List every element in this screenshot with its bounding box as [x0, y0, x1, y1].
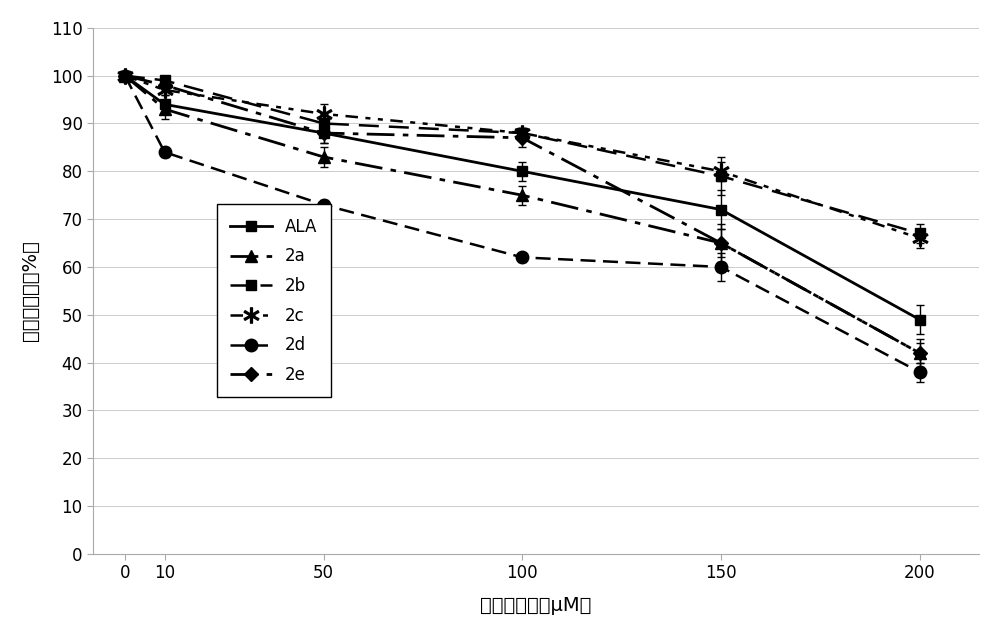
2a [715, 239, 727, 247]
2e [914, 349, 926, 357]
2c [159, 86, 171, 94]
2a [914, 349, 926, 357]
2b [516, 129, 528, 137]
2d [159, 148, 171, 156]
X-axis label: 化合物浓度（μM）: 化合物浓度（μM） [480, 596, 592, 615]
2d [516, 254, 528, 261]
2d [318, 201, 330, 209]
Line: 2d: 2d [119, 69, 926, 378]
2e [715, 239, 727, 247]
2c [914, 235, 926, 242]
2d [914, 368, 926, 376]
Legend: ALA, 2a, 2b, 2c, 2d, 2e: ALA, 2a, 2b, 2c, 2d, 2e [217, 205, 331, 398]
2b [715, 172, 727, 180]
ALA [119, 72, 131, 80]
ALA [914, 315, 926, 323]
Y-axis label: 细胞存活率（%）: 细胞存活率（%） [21, 240, 40, 342]
2c [318, 110, 330, 118]
ALA [159, 100, 171, 108]
2e [119, 72, 131, 80]
2a [159, 106, 171, 113]
2e [318, 129, 330, 137]
2d [715, 263, 727, 271]
Line: 2c: 2c [117, 68, 927, 246]
2b [914, 230, 926, 237]
2e [516, 134, 528, 142]
ALA [715, 205, 727, 213]
2c [119, 72, 131, 80]
ALA [516, 167, 528, 175]
Line: 2b: 2b [120, 71, 924, 238]
2c [715, 167, 727, 175]
Line: 2e: 2e [120, 71, 924, 358]
2a [119, 72, 131, 80]
2a [516, 191, 528, 199]
2e [159, 81, 171, 89]
2d [119, 72, 131, 80]
Line: ALA: ALA [120, 71, 924, 324]
ALA [318, 129, 330, 137]
2a [318, 153, 330, 161]
2b [159, 76, 171, 84]
2b [318, 120, 330, 127]
2b [119, 72, 131, 80]
2c [516, 129, 528, 137]
Line: 2a: 2a [119, 70, 925, 359]
